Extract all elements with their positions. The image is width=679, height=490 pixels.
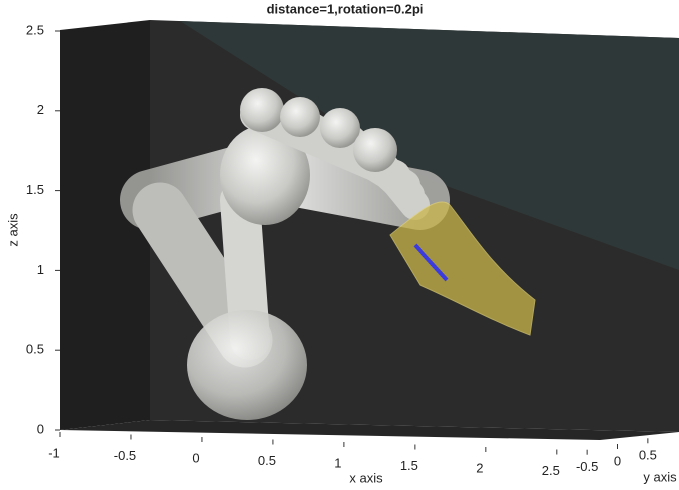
y-axis-label: y axis (643, 469, 677, 484)
z-tick-label: 1 (37, 262, 44, 277)
x-axis-label: x axis (349, 470, 383, 485)
x-tick-label: -0.5 (114, 448, 136, 463)
z-tick-label: 1.5 (26, 182, 44, 197)
chart: distance=1,rotation=0.2pi x axis y axis … (0, 0, 679, 490)
z-axis-label: z axis (5, 213, 20, 247)
x-tick-label: -1 (48, 445, 60, 460)
z-tick-label: 0 (37, 421, 44, 436)
x-tick-label: 2 (476, 460, 483, 475)
x-tick-label: 1.5 (400, 458, 418, 473)
chart-title: distance=1,rotation=0.2pi (267, 1, 424, 16)
z-tick-label: 0.5 (26, 342, 44, 357)
z-tick-label: 2 (37, 102, 44, 117)
x-tick-label: 0 (192, 450, 199, 465)
x-tick-label: 0.5 (258, 453, 276, 468)
y-tick-label: 0 (614, 453, 621, 468)
z-tick-label: 2.5 (26, 22, 44, 37)
y-tick-label: -0.5 (576, 459, 598, 474)
x-tick-label: 2.5 (542, 463, 560, 478)
x-tick-label: 1 (334, 455, 341, 470)
y-tick-label: 0.5 (639, 448, 657, 463)
